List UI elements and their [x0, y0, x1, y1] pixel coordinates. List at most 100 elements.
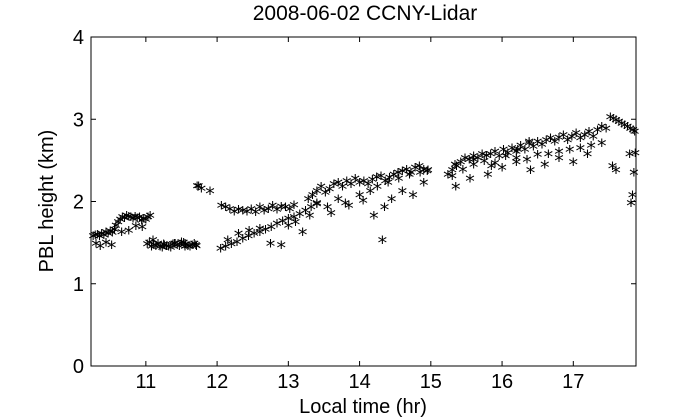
data-point: *: [137, 213, 147, 235]
data-point: *: [456, 154, 466, 176]
data-point: *: [164, 239, 174, 261]
data-point: *: [419, 175, 429, 197]
data-point: *: [423, 164, 433, 186]
data-point: *: [338, 179, 348, 201]
data-point: *: [469, 157, 479, 179]
data-point: *: [473, 150, 483, 172]
data-point: *: [295, 206, 305, 228]
data-point: *: [133, 210, 143, 232]
data-point: *: [145, 235, 155, 257]
x-axis-label: Local time (hr): [299, 396, 427, 418]
data-point: *: [323, 200, 333, 222]
data-point: *: [589, 129, 599, 151]
data-point: *: [170, 236, 180, 258]
data-point: *: [398, 164, 408, 186]
data-point: *: [120, 210, 130, 232]
data-point: *: [451, 179, 461, 201]
data-point: *: [261, 222, 271, 244]
data-point: *: [122, 208, 132, 230]
data-point: *: [576, 141, 586, 163]
data-point: *: [135, 210, 145, 232]
y-axis-label: PBL height (km): [36, 130, 58, 273]
data-point: *: [316, 179, 326, 201]
data-point: *: [512, 144, 522, 166]
data-point: *: [363, 177, 373, 199]
data-point: *: [465, 152, 475, 174]
data-point: *: [419, 162, 429, 184]
data-point: *: [628, 122, 638, 144]
data-point: *: [393, 165, 403, 187]
data-point: *: [153, 236, 163, 258]
data-point: *: [205, 183, 215, 205]
data-point: *: [512, 154, 522, 176]
data-point: *: [405, 167, 415, 189]
data-point: *: [304, 192, 314, 214]
data-point: *: [477, 146, 487, 168]
data-point: *: [229, 204, 239, 226]
data-point: *: [526, 163, 536, 185]
data-point: *: [192, 178, 202, 200]
data-point: *: [341, 196, 351, 218]
data-point: *: [242, 204, 252, 226]
data-point: *: [312, 196, 322, 218]
data-point: *: [162, 238, 172, 260]
data-point: *: [486, 146, 496, 168]
data-point: *: [128, 211, 138, 233]
data-point: *: [626, 196, 636, 218]
y-tick-label: 3: [73, 109, 84, 131]
data-point: *: [378, 233, 388, 255]
data-point: *: [483, 167, 493, 189]
data-point: *: [550, 134, 560, 156]
data-point: *: [540, 157, 550, 179]
data-point: *: [99, 228, 109, 250]
data-point: *: [593, 122, 603, 144]
data-point: *: [272, 216, 282, 238]
data-point: *: [583, 146, 593, 168]
data-point: *: [522, 152, 532, 174]
data-point: *: [157, 240, 167, 262]
x-tick-label: 11: [135, 371, 156, 393]
data-point: *: [554, 144, 564, 166]
data-point: *: [308, 187, 318, 209]
data-point: *: [187, 238, 197, 260]
data-point: *: [368, 172, 378, 194]
x-tick-label: 16: [491, 371, 513, 393]
data-point: *: [139, 211, 149, 233]
data-point: *: [358, 193, 368, 215]
data-point: *: [96, 238, 106, 260]
data-point: *: [617, 116, 627, 138]
data-point: *: [223, 233, 233, 255]
data-point: *: [507, 141, 517, 163]
data-point: *: [197, 181, 207, 203]
data-point: *: [410, 160, 420, 182]
data-point: *: [533, 134, 543, 156]
data-point: *: [177, 234, 187, 256]
data-point: *: [278, 214, 288, 236]
data-point: *: [501, 149, 511, 171]
data-point: *: [450, 157, 460, 179]
data-point: *: [190, 236, 200, 258]
data-point: *: [143, 210, 153, 232]
y-tick-label: 1: [73, 274, 84, 296]
y-tick-label: 2: [73, 192, 84, 214]
data-point: *: [247, 201, 257, 223]
data-point: *: [520, 142, 530, 164]
data-point: *: [97, 226, 107, 248]
data-point: *: [111, 218, 121, 240]
data-point: *: [623, 119, 633, 141]
data-point: *: [626, 121, 636, 143]
data-point: *: [398, 183, 408, 205]
data-point: *: [389, 167, 399, 189]
data-point: *: [259, 203, 269, 225]
data-point: *: [597, 136, 607, 158]
data-points: ****************************************…: [88, 109, 640, 263]
data-point: *: [601, 121, 611, 143]
data-point: *: [576, 131, 586, 153]
data-point: *: [251, 205, 261, 227]
data-point: *: [194, 178, 204, 200]
data-point: *: [151, 238, 161, 260]
data-point: *: [170, 236, 180, 258]
data-point: *: [325, 182, 335, 204]
data-point: *: [629, 165, 639, 187]
data-point: *: [138, 219, 148, 241]
